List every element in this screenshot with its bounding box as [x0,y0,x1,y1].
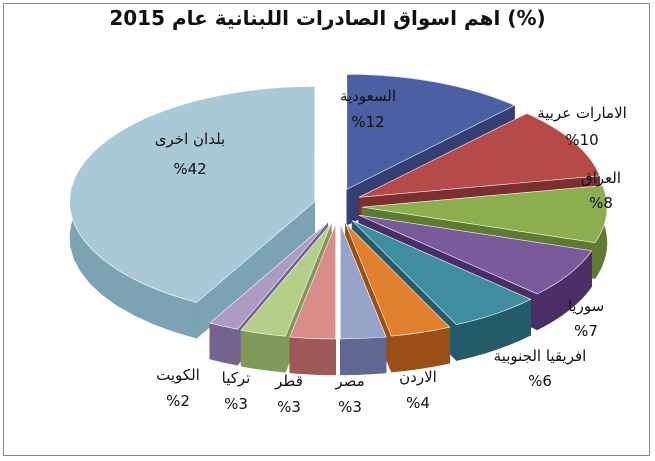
slice-7-top [339,223,387,340]
data-label-value-9: %3 [224,395,248,413]
data-label-value-3: %8 [589,194,613,212]
data-label-name-4: سوريا [568,297,604,315]
data-label-name-5: افريقيا الجنوبية [494,347,587,365]
data-label-name-6: الاردن [399,368,437,386]
chart-title: اهم اسواق الصادرات اللبنانية عام 2015 (%… [109,6,546,30]
slice-6-top [345,222,451,337]
data-label-value-2: %10 [565,131,598,149]
data-label-value-4: %7 [574,322,598,340]
data-label-name-1: السعودية [340,87,396,105]
data-label-name-10: الكويت [156,366,200,384]
slice-11-top [69,86,316,303]
data-label-value-10: %2 [166,392,190,410]
slice-4-top [358,214,593,295]
slice-9-top [240,223,332,337]
slice-5-top [351,220,532,325]
data-label-value-5: %6 [528,372,552,390]
data-label-value-8: %3 [277,398,301,416]
slice-2-top [358,113,601,198]
data-label-value-1: %12 [351,113,384,131]
data-label-value-7: %3 [338,398,362,416]
data-label-name-9: تركيا [222,369,251,387]
data-label-name-7: مصر [334,372,364,390]
data-label-name-8: قطر [274,372,303,390]
data-label-name-2: الامارات عربية [537,104,627,122]
data-label-value-6: %4 [406,394,430,412]
slice-1-top [346,73,516,190]
data-label-value-11: %42 [173,160,206,178]
slice-8-top [289,223,337,340]
slice-3-top [361,185,608,244]
slice-10-top [209,222,329,330]
data-label-name-11: بلدان اخرى [155,130,225,148]
data-label-name-3: العراق [581,169,621,187]
